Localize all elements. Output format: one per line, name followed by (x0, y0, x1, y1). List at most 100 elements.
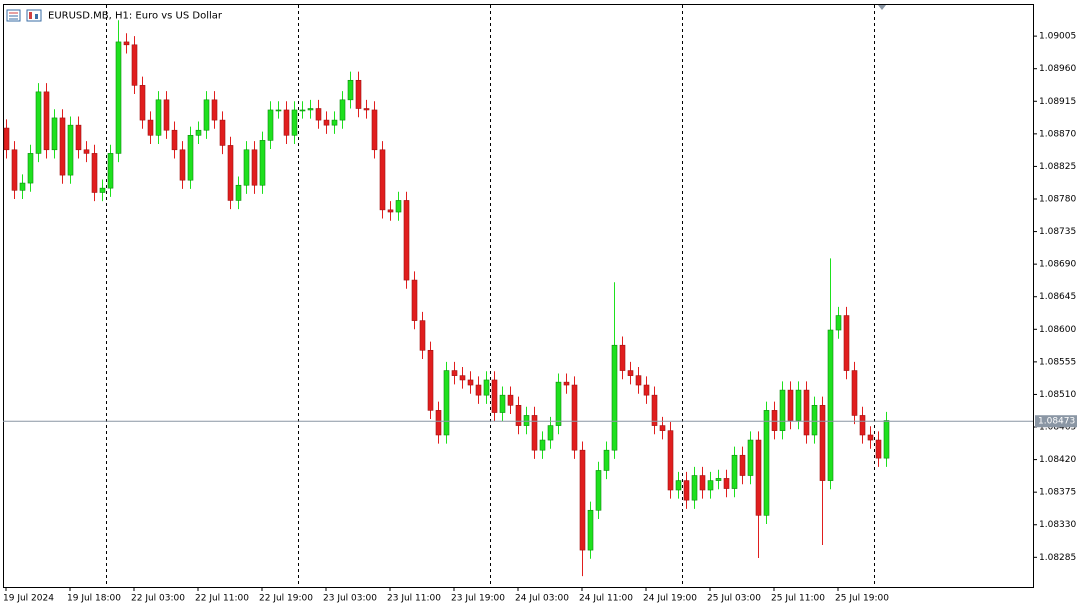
candle-body (651, 394, 658, 426)
candle-body (443, 370, 450, 436)
candle-body (635, 375, 642, 386)
candle-body (147, 119, 154, 136)
candle-body (539, 439, 546, 451)
candle-body (403, 200, 410, 281)
candle-body (427, 349, 434, 411)
candle-body (875, 439, 882, 459)
y-tick-label: 1.08690 (1039, 260, 1076, 270)
candle-body (515, 405, 522, 426)
candle-body (27, 153, 34, 184)
y-tick-label: 1.08915 (1039, 97, 1076, 107)
candle-body (619, 344, 626, 371)
title-icons (6, 9, 42, 22)
candle-body (747, 439, 754, 476)
candle-body (155, 99, 162, 136)
candle-body (267, 109, 274, 141)
candle-body (755, 439, 762, 516)
y-tick-label: 1.08330 (1039, 520, 1076, 530)
candle-body (243, 149, 250, 186)
candle-body (507, 394, 514, 406)
x-tick-label: 19 Jul 2024 (3, 594, 54, 604)
candle-body (851, 370, 858, 416)
candle-body (483, 379, 490, 396)
candle-body (203, 99, 210, 131)
candle-body (363, 108, 370, 111)
y-tick-label: 1.08735 (1039, 227, 1076, 237)
candle-body (627, 370, 634, 376)
y-tick-label: 1.08555 (1039, 357, 1076, 367)
candle-body (827, 329, 834, 481)
candle-body (763, 410, 770, 516)
candle-body (643, 384, 650, 396)
x-tick-label: 25 Jul 19:00 (835, 594, 889, 604)
x-tick-label: 22 Jul 19:00 (259, 594, 313, 604)
candle-body (811, 405, 818, 436)
candle-body (331, 119, 338, 126)
icon-bar (35, 14, 38, 19)
y-tick-label: 1.08510 (1039, 390, 1076, 400)
candle-body (83, 149, 90, 154)
candle-body (547, 425, 554, 441)
candle-body (19, 182, 26, 191)
icon-bar (29, 12, 32, 19)
candle-body (795, 389, 802, 421)
candle-body (587, 509, 594, 551)
candle-body (467, 379, 474, 386)
candle-body (595, 470, 602, 511)
x-tick-label: 24 Jul 03:00 (515, 594, 569, 604)
candle-body (531, 415, 538, 451)
candle-body (739, 454, 746, 476)
shift-marker (878, 5, 886, 10)
candle-body (683, 480, 690, 501)
candle-body (523, 415, 530, 426)
candle-body (659, 425, 666, 431)
y-tick-label: 1.08465 (1039, 423, 1076, 433)
candle-body (691, 475, 698, 501)
x-tick-label: 23 Jul 03:00 (323, 594, 377, 604)
y-tick-label: 1.08870 (1039, 129, 1076, 139)
candle-body (291, 109, 298, 136)
y-tick-label: 1.08780 (1039, 195, 1076, 205)
candle-body (171, 129, 178, 151)
candle-body (227, 145, 234, 201)
candle-body (307, 108, 314, 111)
candle-body (11, 149, 18, 191)
x-tick-label: 24 Jul 19:00 (643, 594, 697, 604)
current-price-box (1035, 415, 1077, 428)
candle-body (555, 381, 562, 426)
candle-body (435, 410, 442, 436)
candle-body (803, 389, 810, 436)
x-tick-label: 23 Jul 11:00 (387, 594, 441, 604)
candle-body (35, 91, 42, 154)
candle-body (51, 117, 58, 151)
y-tick-label: 1.08960 (1039, 64, 1076, 74)
candle-body (779, 389, 786, 431)
y-tick-label: 1.08375 (1039, 488, 1076, 498)
candle-body (315, 108, 322, 121)
candle-body (699, 475, 706, 491)
icon (26, 9, 42, 22)
y-tick-label: 1.08285 (1039, 553, 1076, 563)
x-tick-label: 25 Jul 11:00 (771, 594, 825, 604)
candle-body (819, 405, 826, 481)
candle-body (187, 134, 194, 181)
candle-body (411, 279, 418, 321)
candle-body (451, 370, 458, 376)
candle-body (323, 119, 330, 126)
candle-body (219, 119, 226, 146)
x-tick-label: 24 Jul 11:00 (579, 594, 633, 604)
candle-body (139, 85, 146, 121)
candle-body (563, 381, 570, 386)
x-tick-label: 22 Jul 11:00 (195, 594, 249, 604)
candle-body (195, 129, 202, 136)
candle-body (259, 140, 266, 186)
x-tick-label: 23 Jul 19:00 (451, 594, 505, 604)
candle-body (379, 149, 386, 211)
candle-body (59, 117, 66, 176)
candle-body (339, 99, 346, 121)
candle-body (459, 375, 466, 381)
candle-body (715, 478, 722, 481)
y-tick-label: 1.08420 (1039, 455, 1076, 465)
